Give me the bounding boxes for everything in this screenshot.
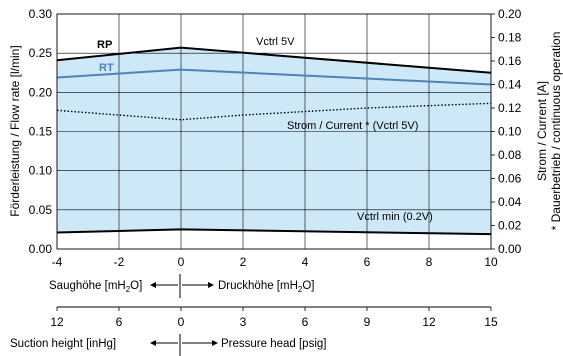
y-tick-label: 0.20 bbox=[29, 85, 53, 99]
series-line-0 bbox=[56, 46, 492, 74]
y2-tick-label: 0.04 bbox=[498, 195, 522, 209]
pressure-head-label: Pressure head [psig] bbox=[221, 338, 326, 350]
y2-tick-label: 0.02 bbox=[498, 219, 522, 233]
y-tick-label: 0.10 bbox=[29, 164, 53, 178]
y2-tick-label: 0.16 bbox=[498, 54, 522, 68]
imperial-scale: 12 6 0 3 6 9 12 15 bbox=[50, 306, 498, 329]
y2-tick-label: 0.18 bbox=[498, 31, 522, 45]
x-tick-label: -2 bbox=[114, 255, 125, 269]
y2-tick-label: 0.08 bbox=[498, 148, 522, 162]
y2-axis-note: * Dauerbetrieb / continuous operation bbox=[549, 32, 563, 231]
imperial-tick-label: 3 bbox=[240, 315, 247, 329]
x-tick-label: 2 bbox=[240, 255, 247, 269]
annotation-rt: RT bbox=[99, 62, 114, 74]
imperial-tick-label: 6 bbox=[302, 315, 309, 329]
series-line-2 bbox=[56, 228, 492, 236]
y-tick-label: 0.30 bbox=[29, 7, 53, 21]
y2-axis-label: Strom / Current [A] bbox=[535, 81, 549, 181]
x-tick-label: 0 bbox=[178, 255, 185, 269]
x-tick-label: 8 bbox=[426, 255, 433, 269]
y-tick-label: 0.05 bbox=[29, 203, 53, 217]
axes: 0.000.050.100.150.200.250.30-4 -2 0 2 4 6 8 100… bbox=[29, 7, 522, 269]
y2-tick-label: 0.14 bbox=[498, 78, 522, 92]
imperial-tick-label: 0 bbox=[178, 315, 185, 329]
imperial-tick-label: 6 bbox=[116, 315, 123, 329]
y-tick-label: 0.25 bbox=[29, 46, 53, 60]
plot-frame bbox=[56, 13, 492, 250]
y-tick-label: 0.15 bbox=[29, 125, 53, 139]
x-tick-label: -4 bbox=[52, 255, 63, 269]
operating-range-fill bbox=[57, 47, 491, 235]
annotation-vctrl5v: Vctrl 5V bbox=[256, 36, 295, 48]
imperial-scale-labels: Suction height [inHg] Pressure head [psi… bbox=[10, 334, 326, 356]
y2-tick-label: 0.12 bbox=[498, 101, 522, 115]
operating-range-area bbox=[57, 47, 491, 235]
y-axis-label: Förderleistung / Flow rate [l/min] bbox=[8, 45, 22, 216]
pressure-head-water-label: Druckhöhe [mH2O] bbox=[218, 280, 314, 294]
imperial-tick-label: 12 bbox=[422, 315, 436, 329]
imperial-tick-label: 12 bbox=[50, 315, 64, 329]
x-tick-label: 6 bbox=[364, 255, 371, 269]
imperial-tick-label: 9 bbox=[364, 315, 371, 329]
y2-tick-label: 0.06 bbox=[498, 172, 522, 186]
annotation-vctrl-min: Vctrl min (0.2V) bbox=[357, 211, 433, 223]
y2-tick-label: 0.00 bbox=[498, 242, 522, 256]
series bbox=[56, 46, 492, 236]
x-tick-label: 10 bbox=[484, 255, 498, 269]
y-tick-label: 0.00 bbox=[29, 242, 53, 256]
annotation-current: Strom / Current * (Vctrl 5V) bbox=[287, 120, 418, 132]
series-line-1 bbox=[56, 68, 492, 86]
imperial-tick-label: 15 bbox=[484, 315, 498, 329]
y2-tick-label: 0.10 bbox=[498, 125, 522, 139]
series-line-3 bbox=[56, 102, 492, 121]
x-tick-label: 4 bbox=[302, 255, 309, 269]
y2-tick-label: 0.20 bbox=[498, 7, 522, 21]
suction-head-water-label: Saughöhe [mH2O] bbox=[49, 280, 142, 294]
water-head-scale: Saughöhe [mH2O] Druckhöhe [mH2O] bbox=[49, 274, 314, 298]
suction-height-label: Suction height [inHg] bbox=[10, 338, 116, 350]
annotation-rp: RP bbox=[97, 39, 112, 51]
